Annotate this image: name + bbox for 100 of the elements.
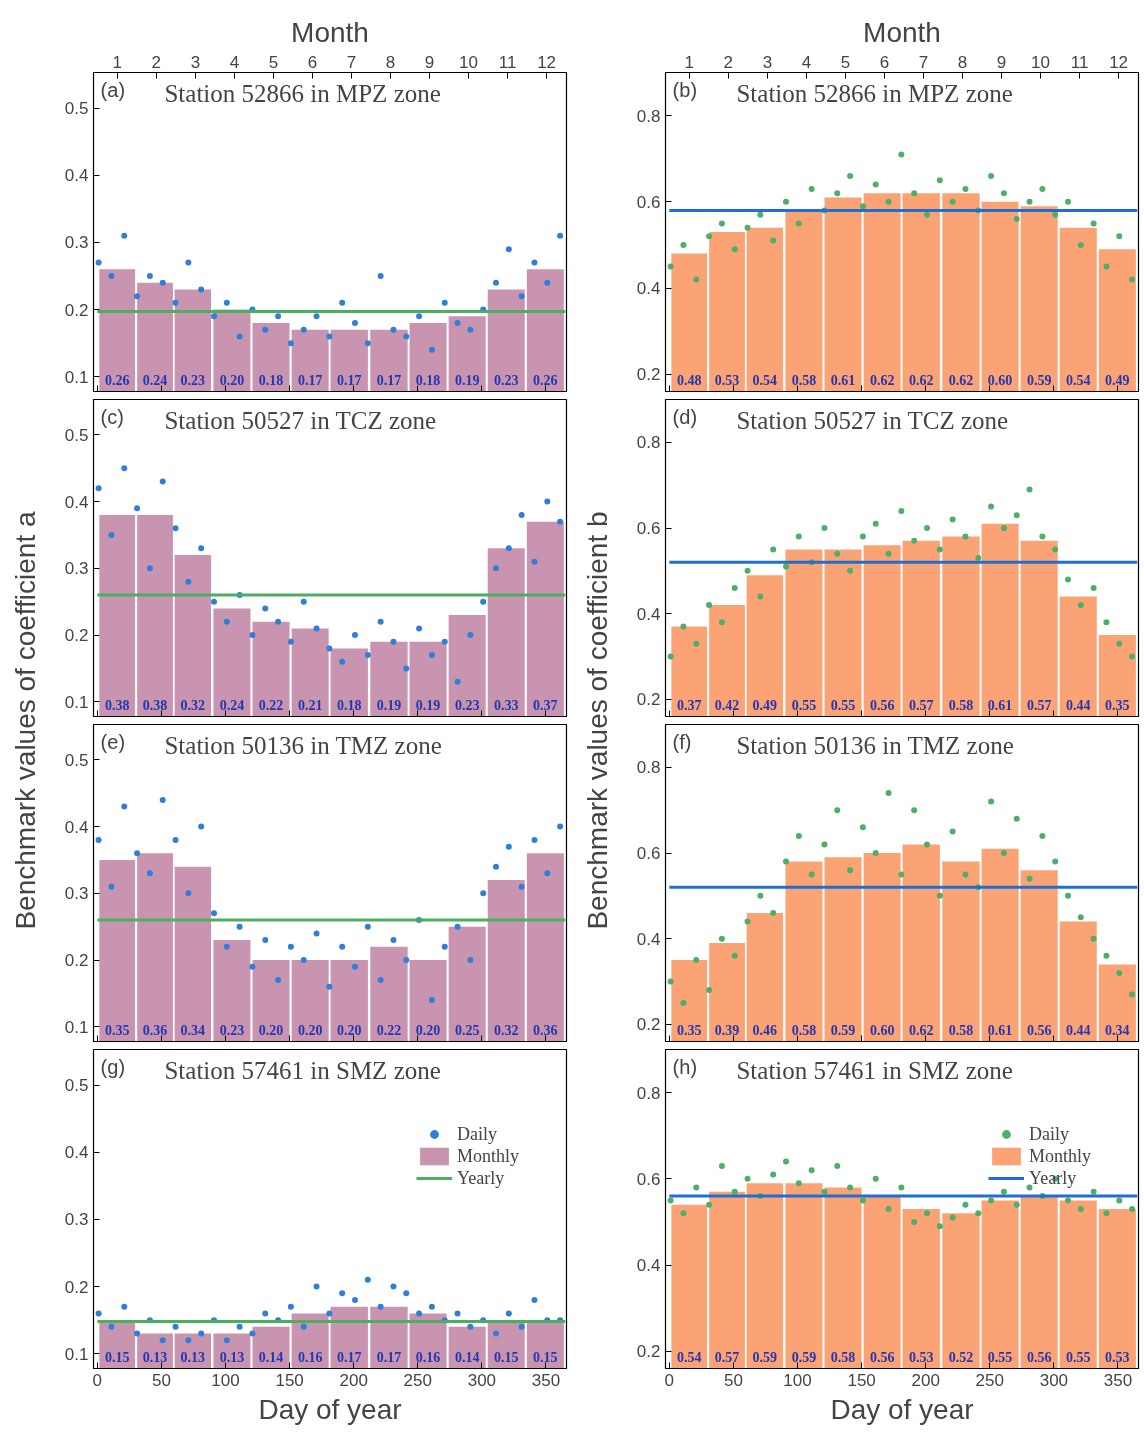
data-label: 0.61 [987,697,1013,713]
chart-title: Station 50527 in TCZ zone [164,407,437,435]
data-label: 0.15 [494,1349,519,1365]
y-tick-label: 0.2 [636,690,661,710]
data-label: 0.26 [533,372,558,388]
legend-label: Yearly [457,1167,505,1189]
y-tick-label: 0.1 [64,367,89,387]
data-label: 0.55 [1066,1349,1091,1365]
data-label: 0.18 [336,697,362,713]
data-label: 0.13 [142,1349,168,1365]
data-label: 0.59 [752,1349,778,1365]
y-tick-label: 0.4 [636,929,661,949]
data-label: 0.20 [297,1022,323,1038]
x-tick-label: 350 [1103,1370,1133,1390]
y-tick-label: 0.2 [636,1342,661,1362]
data-label: 0.52 [948,1349,974,1365]
annotation: (e) [100,730,126,753]
y-axis-title: Benchmark values of coefficient b [581,511,613,930]
data-label: 0.36 [533,1022,558,1038]
x2-tick-label: 6 [307,52,318,72]
data-label: 0.39 [714,1022,740,1038]
data-label: 0.19 [454,372,480,388]
data-label: 0.49 [1105,372,1130,388]
x2-tick-label: 5 [268,52,279,72]
chart-title: Station 50136 in TMZ zone [736,732,1014,760]
data-label: 0.62 [908,372,934,388]
annotation: (h) [672,1055,698,1078]
x-tick-label: 0 [664,1370,675,1390]
x2-tick-label: 10 [1031,52,1051,72]
data-label: 0.62 [869,372,895,388]
data-label: 0.17 [376,1349,402,1365]
x-tick-label: 250 [403,1370,432,1390]
data-label: 0.44 [1066,1022,1091,1038]
data-label: 0.35 [676,1022,702,1038]
data-label: 0.59 [830,1022,856,1038]
data-label: 0.23 [494,372,519,388]
y-tick-label: 0.8 [636,1083,661,1103]
data-label: 0.60 [869,1022,895,1038]
y-tick-label: 0.2 [636,1015,661,1035]
annotation: (b) [672,78,698,101]
data-label: 0.54 [752,372,778,388]
data-label: 0.16 [415,1349,441,1365]
y-tick-label: 0.4 [636,1256,661,1276]
data-label: 0.24 [219,697,245,713]
chart-title: Station 50527 in TCZ zone [736,407,1009,435]
data-label: 0.13 [219,1349,245,1365]
x2-tick-label: 4 [229,52,240,72]
y-tick-label: 0.1 [64,1017,89,1037]
x2-tick-label: 11 [498,52,517,72]
y-tick-label: 0.2 [636,365,661,385]
data-label: 0.58 [948,697,974,713]
data-label: 0.17 [336,372,362,388]
chart-title: Station 52866 in MPZ zone [164,80,441,108]
data-label: 0.53 [1105,1349,1130,1365]
annotation: (g) [100,1055,126,1078]
x2-tick-label: 8 [385,52,396,72]
data-label: 0.37 [676,697,702,713]
data-label: 0.56 [1026,1022,1052,1038]
y-tick-label: 0.8 [636,758,661,778]
y-tick-label: 0.2 [64,300,89,320]
y-tick-label: 0.5 [64,99,89,119]
y-tick-label: 0.6 [636,519,661,539]
y-tick-label: 0.6 [636,844,661,864]
data-label: 0.20 [415,1022,441,1038]
x-tick-label: 200 [339,1370,368,1390]
y-tick-label: 0.2 [64,626,89,646]
y-tick-label: 0.1 [64,1344,89,1364]
data-label: 0.19 [376,697,402,713]
data-label: 0.58 [791,1022,817,1038]
legend-label: Monthly [1029,1145,1092,1167]
data-label: 0.17 [376,372,402,388]
data-label: 0.55 [987,1349,1013,1365]
x2-tick-label: 7 [918,52,929,72]
data-label: 0.60 [987,372,1013,388]
data-label: 0.32 [494,1022,519,1038]
x2-tick-label: 5 [840,52,851,72]
data-label: 0.42 [714,697,740,713]
x2-tick-label: 2 [723,52,734,72]
y-tick-label: 0.4 [64,1143,89,1163]
chart-title: Station 52866 in MPZ zone [736,80,1013,108]
data-label: 0.56 [869,1349,895,1365]
x2-tick-label: 3 [190,52,201,72]
y-tick-label: 0.6 [636,1169,661,1189]
x-axis-title: Day of year [830,1393,974,1425]
data-label: 0.14 [258,1349,284,1365]
data-label: 0.61 [830,372,856,388]
x2-tick-label: 1 [684,52,695,72]
y-tick-label: 0.3 [64,559,89,579]
x2-tick-label: 11 [1070,52,1089,72]
x2-axis-title: Month [291,16,369,48]
legend-label: Yearly [1029,1167,1077,1189]
y-tick-label: 0.4 [64,166,89,186]
x2-tick-label: 2 [151,52,162,72]
data-label: 0.38 [142,697,168,713]
y-tick-label: 0.5 [64,425,89,445]
data-label: 0.48 [676,372,702,388]
y-tick-label: 0.2 [64,951,89,971]
data-label: 0.62 [908,1022,934,1038]
x-tick-label: 100 [783,1370,812,1390]
data-label: 0.54 [1066,372,1091,388]
